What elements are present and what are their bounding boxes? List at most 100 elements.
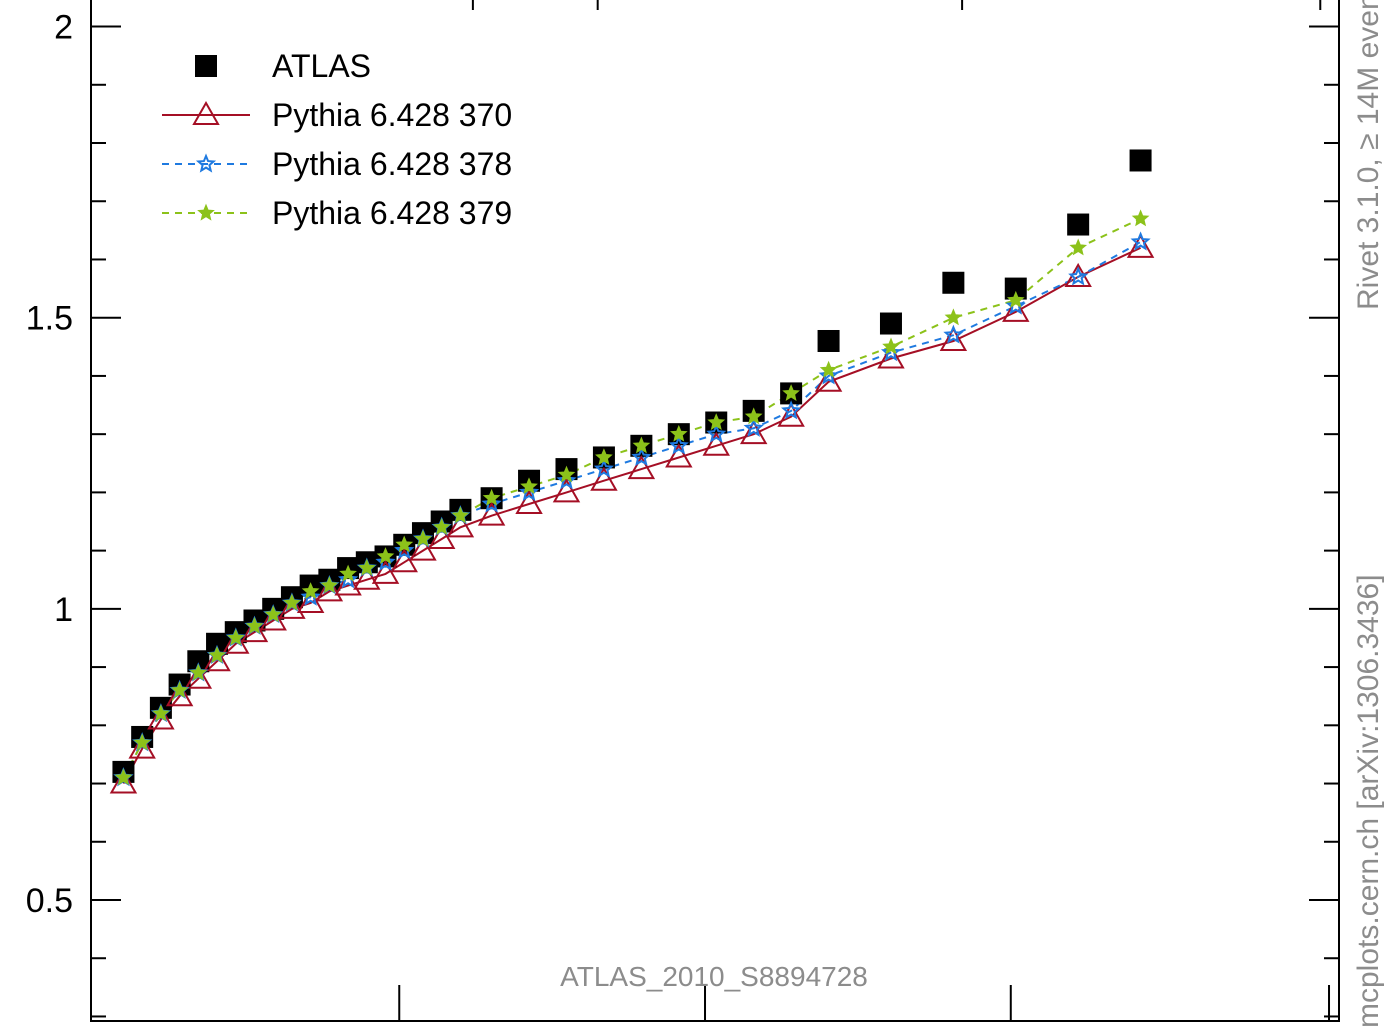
data-point-s0 [206,632,229,655]
data-point-s3 [208,646,226,663]
data-point-s3 [357,558,376,576]
data-point-s2 [668,435,689,455]
side-label-bottom: mcplots.cern.ch [arXiv:1306.3436] [1352,574,1385,1028]
data-point-s2 [300,586,321,606]
data-point-s2 [781,400,802,420]
data-point-s3 [1131,209,1150,227]
data-point-s2 [1068,266,1089,286]
data-point-s3 [301,582,320,599]
data-point-s3 [114,768,133,786]
data-point-s1 [814,367,843,392]
data-point-s3 [1069,238,1088,256]
data-point-s3 [170,681,189,698]
data-point-s0 [879,312,902,335]
legend-marker-0 [195,55,217,77]
data-point-s2 [743,417,764,437]
watermark-label: ATLAS_2010_S8894728 [560,961,868,992]
data-point-s0 [1129,149,1152,172]
data-point-s1 [427,524,456,549]
data-point-s1 [627,455,656,480]
data-point-s3 [882,337,900,355]
legend-marker-2 [195,153,217,173]
y-tick-label: 1 [54,591,73,629]
legend-label-2: Pythia 6.428 378 [272,146,512,182]
data-point-s0 [1067,213,1090,236]
data-point-s3 [819,360,838,378]
data-point-s1 [147,705,175,730]
data-point-s1 [334,571,362,596]
data-point-s3 [133,733,152,751]
data-point-s3 [557,465,576,483]
data-point-s1 [877,344,905,369]
data-point-s1 [409,536,437,561]
data-point-s3 [520,477,538,495]
data-point-s1 [702,431,730,456]
data-point-s1 [109,769,138,794]
data-point-s1 [739,420,768,445]
data-point-s2 [1130,231,1151,251]
data-point-s3 [744,407,763,425]
data-point-s2 [631,446,652,466]
series-line-1 [122,246,1142,784]
data-point-s3 [451,506,470,524]
data-point-s3 [632,436,651,454]
data-point-s3 [264,605,283,623]
data-point-s1 [552,478,581,503]
data-point-s3 [414,529,432,547]
data-point-s3 [339,564,357,582]
legend-label-3: Pythia 6.428 379 [272,195,512,231]
series-line-2 [122,241,1142,779]
data-point-s1 [165,682,194,707]
data-point-s3 [707,413,726,431]
data-point-s3 [226,628,245,646]
data-point-s2 [394,540,415,560]
data-point-s3 [669,424,688,442]
y-tick-label: 1.5 [26,300,73,338]
data-point-s3 [245,616,264,634]
data-point-s3 [283,593,301,611]
data-point-s1 [259,606,287,631]
data-point-s2 [706,423,727,443]
data-point-s3 [944,308,963,326]
side-label-top: Rivet 3.1.0, ≥ 14M events [1352,0,1385,310]
data-point-s0 [1004,277,1027,300]
data-point-s3 [432,517,451,535]
data-point-s1 [777,402,805,427]
data-point-s1 [184,664,213,689]
legend-label-1: Pythia 6.428 370 [272,97,512,133]
data-point-s1 [315,577,344,602]
data-point-s3 [782,384,800,401]
data-point-s2 [481,493,502,513]
data-point-s1 [128,734,156,759]
data-point-s1 [371,559,400,584]
y-tick-label: 0.5 [26,882,73,920]
data-point-s1 [296,589,325,614]
plot-frame [90,0,1340,1022]
data-point-s1 [477,501,506,526]
data-point-s3 [1006,290,1025,308]
series-line-3 [122,217,1142,779]
data-point-s0 [942,271,965,294]
data-point-s1 [240,618,269,643]
data-point-s2 [818,365,839,385]
data-point-s1 [515,490,543,515]
data-point-s1 [203,647,231,672]
data-point-s2 [518,481,540,502]
data-point-s2 [338,569,359,589]
data-point-s1 [665,443,693,468]
data-point-s2 [880,341,902,362]
data-point-s0 [817,329,840,352]
data-point-s1 [1126,233,1155,258]
data-point-s3 [376,547,395,564]
data-point-s3 [152,704,170,722]
data-point-s2 [1005,295,1026,315]
data-point-s3 [595,448,613,465]
data-point-s1 [353,565,381,590]
data-point-s3 [395,535,414,553]
data-point-s2 [943,324,964,344]
data-point-s0 [187,650,210,673]
data-point-s1 [222,629,250,654]
data-point-s3 [320,576,339,594]
data-point-s1 [390,548,418,573]
